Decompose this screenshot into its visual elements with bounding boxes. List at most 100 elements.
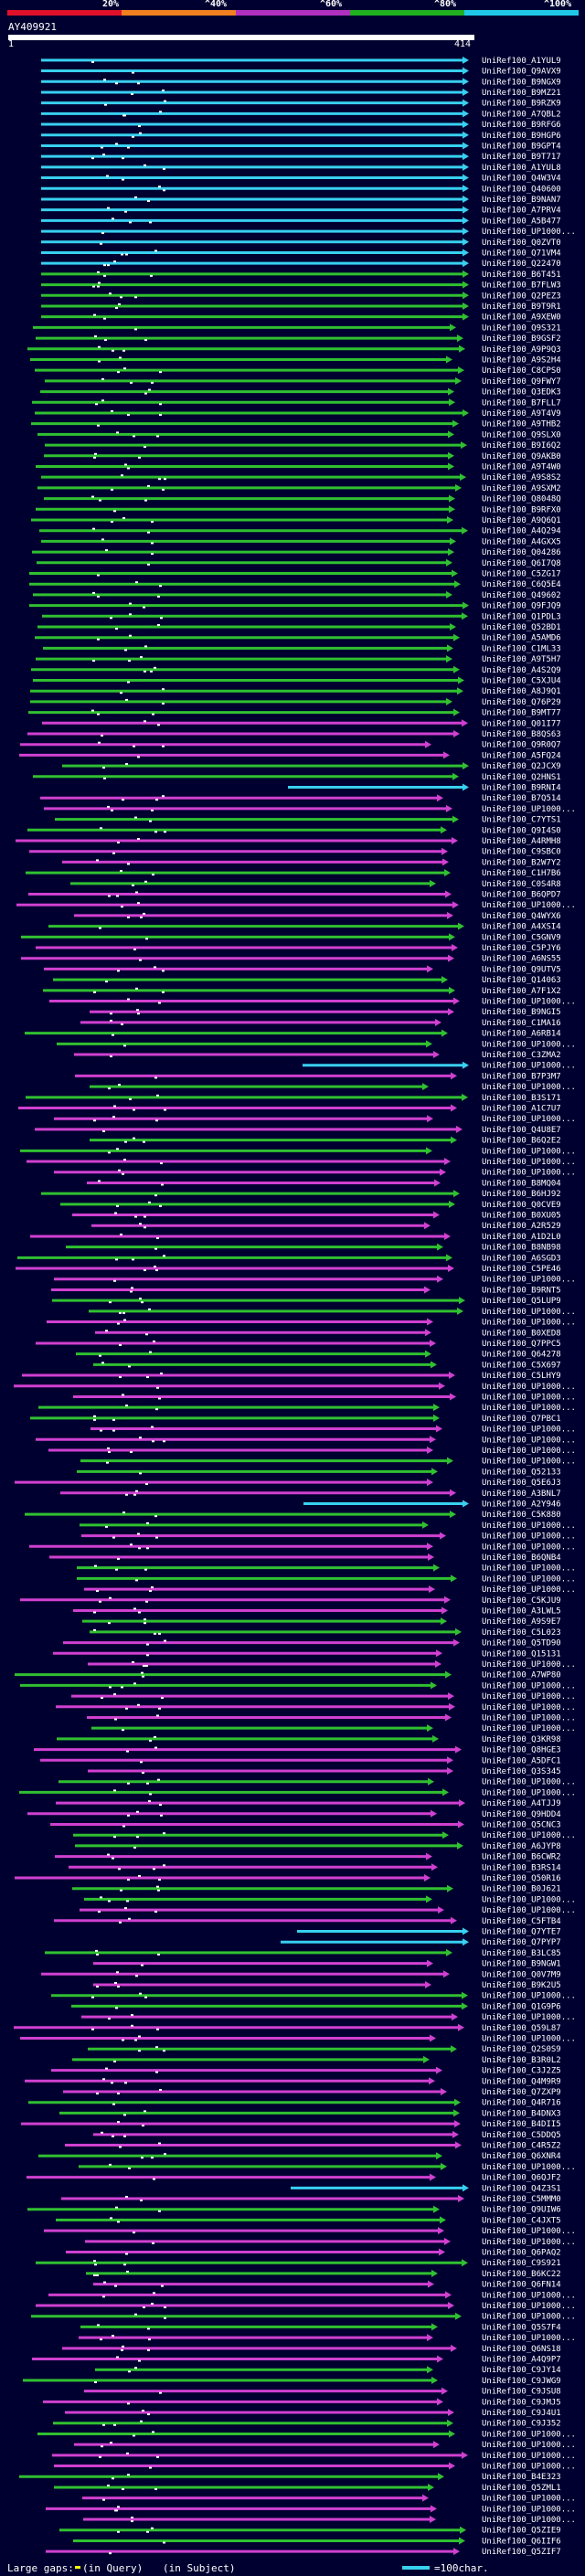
hit-label[interactable]: UniRef100_B9NGW1 [482,1960,561,1969]
hit-label[interactable]: UniRef100_UP1000... [482,1585,576,1595]
alignment-row[interactable]: UniRef100_UP1000... [83,2516,576,2525]
alignment-row[interactable]: UniRef100_Q9UIW6 [27,2205,561,2215]
alignment-row[interactable]: UniRef100_UP1000... [90,1425,576,1435]
hit-label[interactable]: UniRef100_UP1000... [482,1276,576,1285]
alignment-row[interactable]: UniRef100_UP1000... [29,1542,576,1552]
alignment-row[interactable]: UniRef100_UP1000... [51,1991,576,2001]
hit-label[interactable]: UniRef100_Q4W3V4 [482,175,561,184]
hit-label[interactable]: UniRef100_Q0ZVT0 [482,239,561,248]
hit-label[interactable]: UniRef100_C5FTB4 [482,1917,561,1926]
hit-label[interactable]: UniRef100_Q9SLX0 [482,430,561,440]
hit-label[interactable]: UniRef100_A3LWL5 [482,1606,561,1616]
hit-label[interactable]: UniRef100_UP1000... [482,1703,576,1712]
hit-label[interactable]: UniRef100_A7PRV4 [482,207,561,216]
alignment-row[interactable]: UniRef100_UP1000... [19,1788,576,1797]
hit-label[interactable]: UniRef100_A9Q6Q1 [482,516,561,525]
alignment-row[interactable]: UniRef100_C5FTB4 [54,1916,561,1926]
alignment-row[interactable]: UniRef100_Q3EDK3 [40,387,561,398]
alignment-row[interactable]: UniRef100_B6QPD7 [28,890,561,900]
hit-label[interactable]: UniRef100_Q3KR98 [482,1735,561,1744]
alignment-row[interactable]: UniRef100_Q8HGE3 [34,1745,561,1755]
hit-label[interactable]: UniRef100_Q5TD90 [482,1639,561,1648]
alignment-row[interactable]: UniRef100_A9XEW0 [41,313,561,323]
hit-label[interactable]: UniRef100_Q9I4S0 [482,826,561,835]
alignment-row[interactable]: UniRef100_A1C7U7 [18,1104,561,1114]
hit-label[interactable]: UniRef100_B3R0L2 [482,2056,561,2065]
hit-label[interactable]: UniRef100_UP1000... [482,1660,576,1670]
hit-label[interactable]: UniRef100_B8NB98 [482,1244,561,1253]
alignment-row[interactable]: UniRef100_A6SGD3 [17,1254,561,1263]
alignment-row[interactable]: UniRef100_UP1000... [87,1713,576,1723]
hit-label[interactable]: UniRef100_Q6I7Q8 [482,559,561,568]
alignment-row[interactable]: UniRef100_Q40600 [41,185,561,194]
alignment-row[interactable]: UniRef100_A7PRV4 [41,206,561,216]
alignment-row[interactable]: UniRef100_B9NGW1 [93,1959,561,1969]
alignment-row[interactable]: UniRef100_UP1000... [49,997,576,1007]
hit-label[interactable]: UniRef100_B6KC22 [482,2270,561,2279]
alignment-row[interactable]: UniRef100_UP1000... [36,1436,576,1445]
hit-label[interactable]: UniRef100_Q52133 [482,1468,561,1477]
hit-label[interactable]: UniRef100_B9NGX9 [482,78,561,87]
hit-label[interactable]: UniRef100_UP1000... [482,1681,576,1691]
hit-label[interactable]: UniRef100_UP1000... [482,1713,576,1723]
alignment-row[interactable]: UniRef100_UP1000... [81,1532,576,1542]
alignment-row[interactable]: UniRef100_Q6QJF2 [27,2173,561,2183]
hit-label[interactable]: UniRef100_A2Y946 [482,1500,561,1509]
alignment-row[interactable]: UniRef100_UP1000... [80,1521,576,1531]
alignment-row[interactable]: UniRef100_C8CPS0 [35,366,561,376]
hit-label[interactable]: UniRef100_C5L023 [482,1628,561,1638]
alignment-row[interactable]: UniRef100_C9J352 [53,2419,561,2429]
hit-label[interactable]: UniRef100_Q9AKB0 [482,452,561,461]
hit-label[interactable]: UniRef100_UP1000... [482,1447,576,1456]
hit-label[interactable]: UniRef100_C9SBC0 [482,848,561,857]
hit-label[interactable]: UniRef100_UP1000... [482,998,576,1007]
alignment-row[interactable]: UniRef100_Q1G9P6 [71,2002,561,2011]
alignment-row[interactable]: UniRef100_Q71VM4 [41,249,561,258]
alignment-row[interactable]: UniRef100_Q5ZML1 [54,2483,561,2493]
alignment-row[interactable]: UniRef100_A4TJJ9 [56,1799,561,1808]
alignment-row[interactable]: UniRef100_A9P9Q3 [27,345,561,355]
alignment-row[interactable]: UniRef100_B8MQ04 [87,1179,561,1188]
alignment-row[interactable]: UniRef100_UP1000... [54,2462,576,2472]
alignment-row[interactable]: UniRef100_C3ZMA2 [74,1051,561,1060]
hit-label[interactable]: UniRef100_Q8048Q [482,495,561,504]
hit-label[interactable]: UniRef100_C5K880 [482,1511,561,1520]
hit-label[interactable]: UniRef100_C3J2Z5 [482,2067,561,2076]
alignment-row[interactable]: UniRef100_UP1000... [54,1275,576,1285]
alignment-row[interactable]: UniRef100_A4GXX5 [41,537,561,546]
alignment-row[interactable]: UniRef100_UP1000... [77,1574,576,1584]
alignment-row[interactable]: UniRef100_UP1000... [81,2013,576,2022]
hit-label[interactable]: UniRef100_Q8HGE3 [482,1746,561,1755]
hit-label[interactable]: UniRef100_Q9UTV5 [482,965,561,974]
alignment-row[interactable]: UniRef100_Q04286 [32,548,561,557]
hit-label[interactable]: UniRef100_B6T451 [482,270,561,280]
alignment-row[interactable]: UniRef100_UP1000... [44,2227,576,2236]
alignment-row[interactable]: UniRef100_Q2PEZ3 [41,292,561,301]
hit-label[interactable]: UniRef100_A6JYP8 [482,1842,561,1851]
hit-label[interactable]: UniRef100_UP1000... [482,1532,576,1542]
alignment-row[interactable]: UniRef100_B3LC85 [45,1948,561,1958]
alignment-row[interactable]: UniRef100_B9T9R1 [41,302,561,312]
alignment-row[interactable]: UniRef100_B6QNB4 [49,1553,561,1563]
hit-label[interactable]: UniRef100_C5PE46 [482,1265,561,1274]
alignment-row[interactable]: UniRef100_UP1000... [80,1906,576,1915]
hit-label[interactable]: UniRef100_Q6NS18 [482,2345,561,2354]
hit-label[interactable]: UniRef100_B4DII5 [482,2120,561,2129]
hit-label[interactable]: UniRef100_C5PJY6 [482,944,561,953]
alignment-row[interactable]: UniRef100_B6T451 [41,270,561,280]
alignment-row[interactable]: UniRef100_B9NAN7 [41,195,561,205]
hit-label[interactable]: UniRef100_B0J621 [482,1885,561,1894]
hit-label[interactable]: UniRef100_A9S8S2 [482,473,561,482]
hit-label[interactable]: UniRef100_UP1000... [482,2291,576,2300]
alignment-row[interactable]: UniRef100_UP1000... [41,228,576,237]
alignment-row[interactable]: UniRef100_UP1000... [57,1040,576,1049]
hit-label[interactable]: UniRef100_B9RNT5 [482,1286,561,1295]
hit-label[interactable]: UniRef100_UP1000... [482,805,576,814]
hit-label[interactable]: UniRef100_Q2PEZ3 [482,292,561,301]
hit-label[interactable]: UniRef100_A7WP80 [482,1671,561,1680]
alignment-row[interactable]: UniRef100_B7FLW3 [41,281,561,291]
hit-label[interactable]: UniRef100_C1ML33 [482,644,561,653]
alignment-row[interactable]: UniRef100_Q9I4S0 [27,826,561,835]
hit-label[interactable]: UniRef100_C0S4R8 [482,880,561,889]
hit-label[interactable]: UniRef100_UP1000... [482,1788,576,1797]
